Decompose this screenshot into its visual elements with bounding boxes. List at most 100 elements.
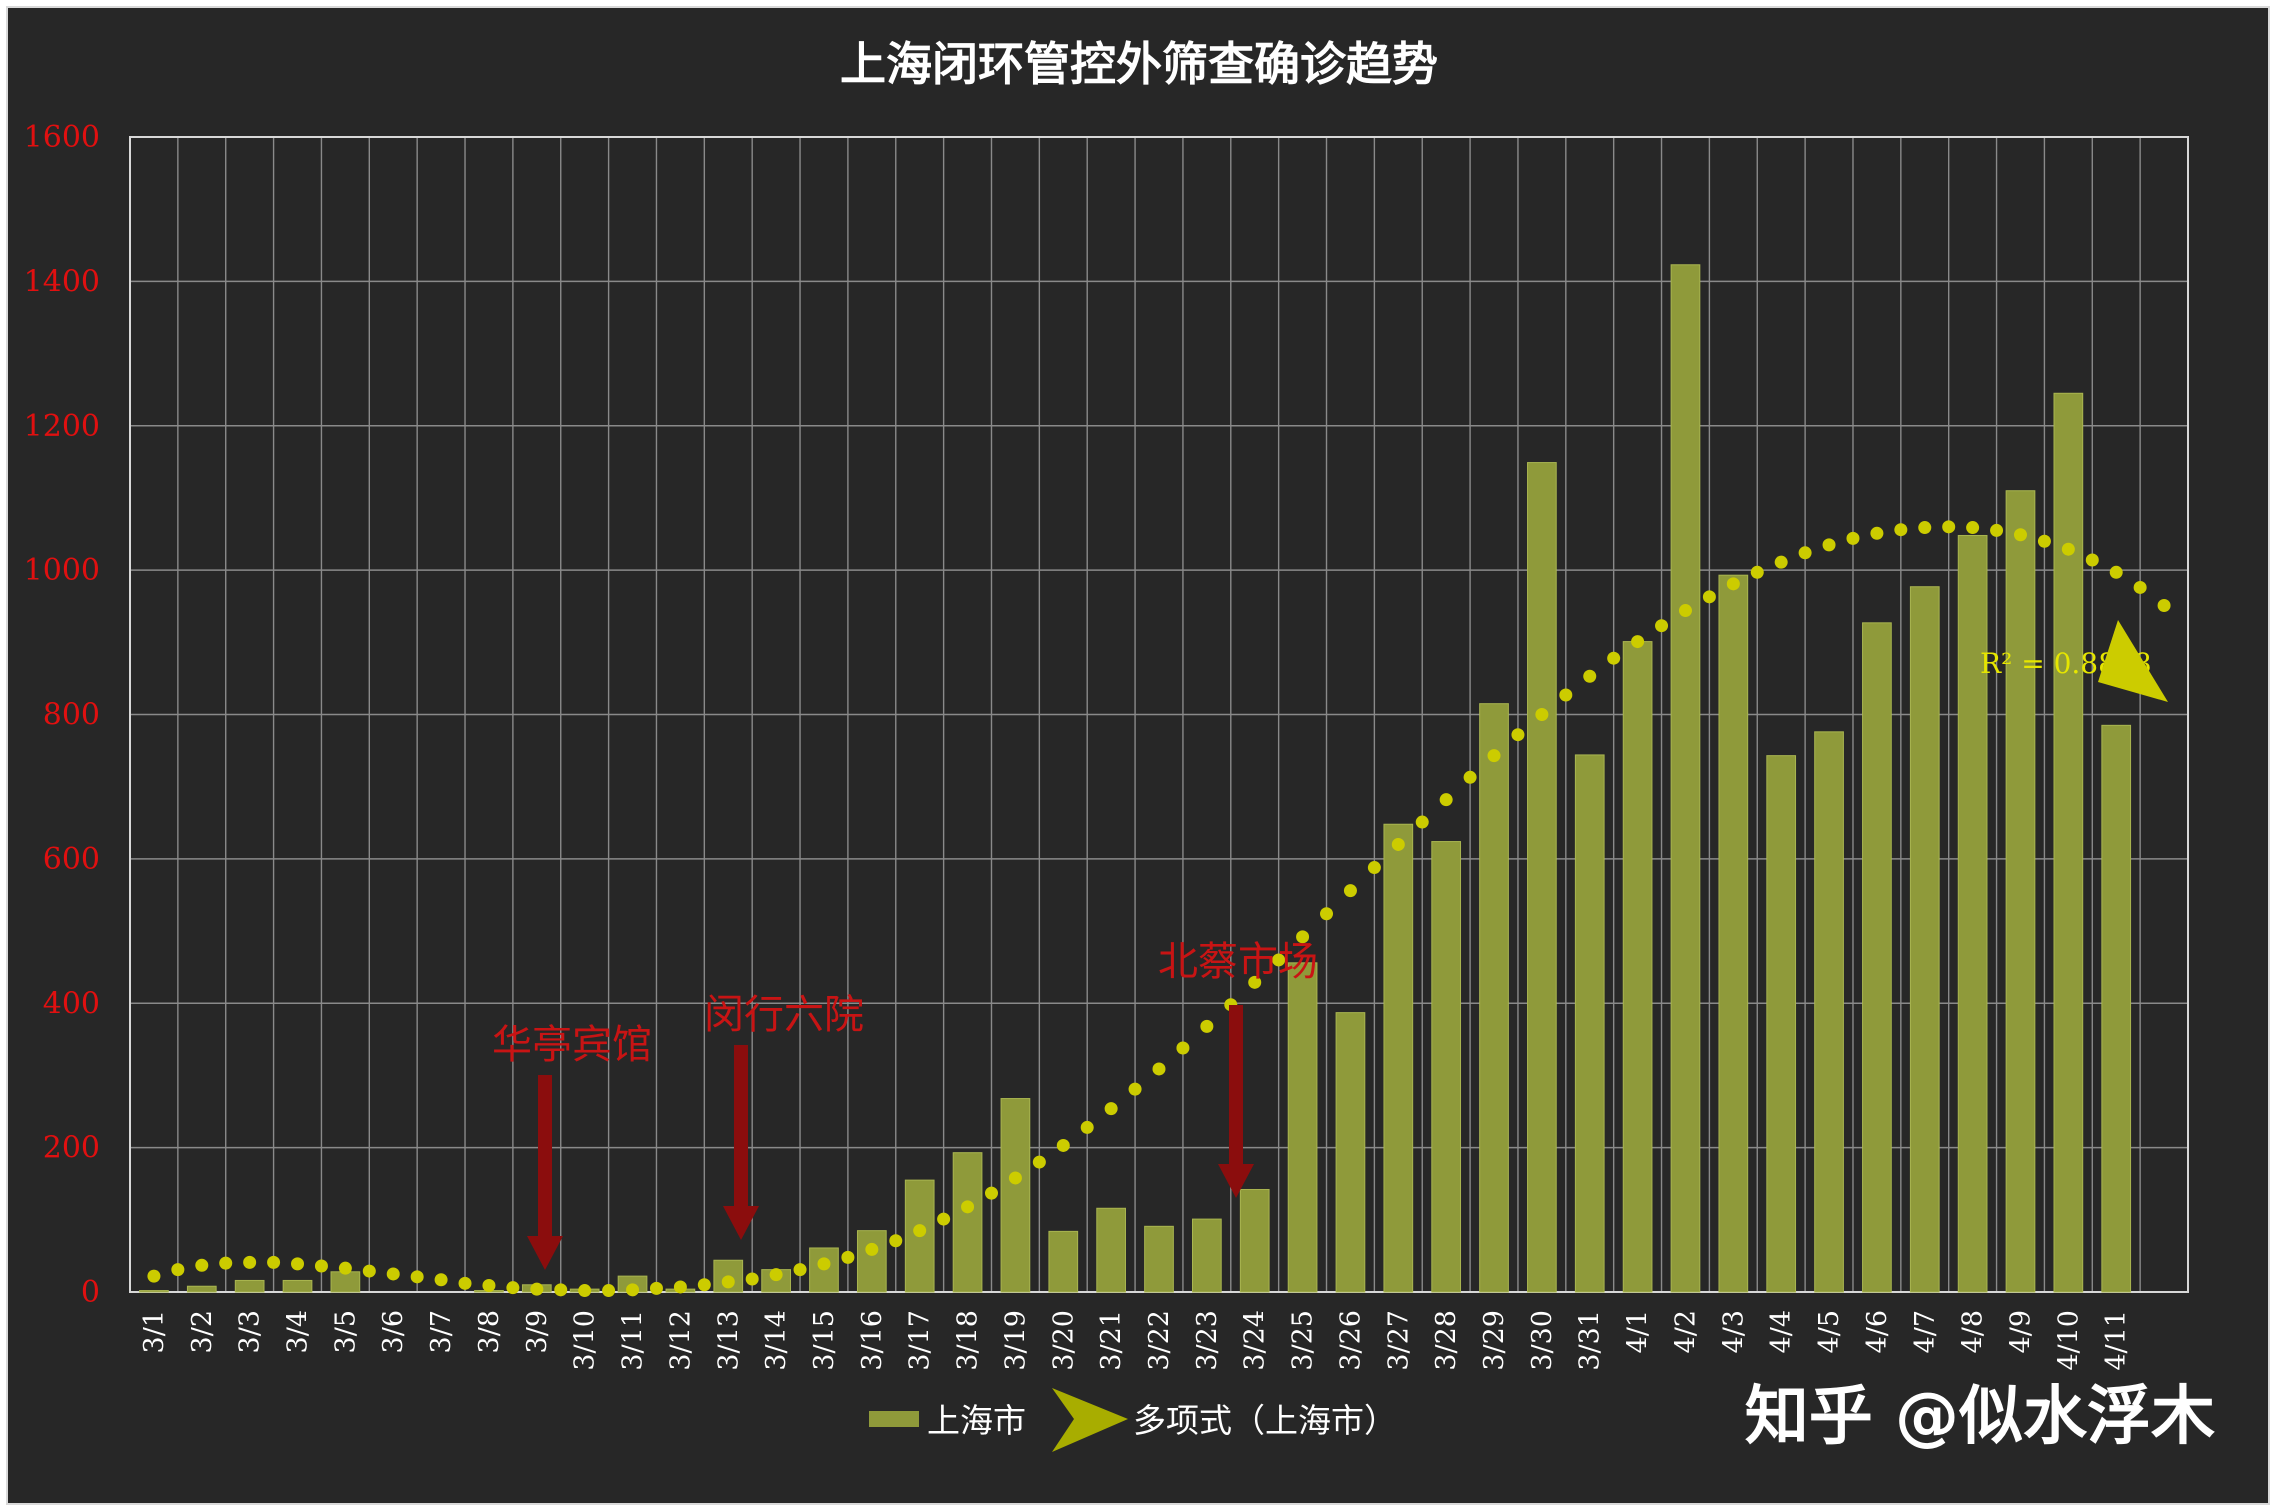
trend-point [1822, 538, 1836, 552]
trend-point [1343, 884, 1357, 898]
x-tick-label: 3/29 [1479, 1310, 1510, 1371]
trend-point [458, 1276, 472, 1290]
bar-3/22 [1144, 1225, 1174, 1293]
trend-point [1607, 651, 1621, 665]
annotation-label: 华亭宾馆 [492, 1022, 652, 1068]
x-tick-label: 4/9 [2005, 1310, 2036, 1353]
annotation-arrow-head [723, 1206, 759, 1240]
x-tick-label: 3/30 [1527, 1310, 1558, 1371]
trend-point [554, 1283, 568, 1297]
trend-point [2133, 580, 2147, 594]
x-tick-label: 3/28 [1431, 1310, 1462, 1371]
bar-3/19 [1000, 1098, 1031, 1293]
trend-point [1032, 1155, 1046, 1169]
bar-4/8 [1957, 534, 1988, 1293]
trend-point [1774, 555, 1788, 569]
trend-point [1367, 861, 1381, 875]
trend-point [1966, 521, 1980, 535]
y-tick-label: 200 [43, 1131, 100, 1166]
chart-title: 上海闭环管控外筛查确诊趋势 [840, 37, 1438, 91]
trend-point [1320, 907, 1334, 921]
x-tick-label: 4/8 [1958, 1310, 1989, 1353]
trend-point [1583, 669, 1597, 683]
x-tick-label: 3/16 [857, 1310, 888, 1371]
trend-point [147, 1269, 161, 1283]
trend-point [267, 1255, 281, 1269]
x-tick-label: 3/19 [1000, 1310, 1031, 1371]
trend-point [769, 1268, 783, 1282]
bar-3/18 [952, 1152, 983, 1293]
bar-3/27 [1383, 823, 1414, 1293]
x-tick-label: 3/26 [1335, 1310, 1366, 1371]
trend-point [817, 1257, 831, 1271]
x-tick-label: 3/25 [1288, 1310, 1319, 1371]
bar-4/11 [2101, 724, 2132, 1293]
trend-point [243, 1255, 257, 1269]
x-tick-label: 3/6 [378, 1310, 409, 1353]
trend-point [1463, 770, 1477, 784]
x-tick-label: 3/24 [1240, 1310, 1271, 1371]
trend-point [673, 1280, 687, 1294]
annotation-label: 闵行六院 [704, 992, 864, 1038]
x-tick-label: 3/20 [1048, 1310, 1079, 1371]
trend-point [1248, 975, 1262, 989]
trend-point [362, 1264, 376, 1278]
y-tick-label: 1400 [24, 264, 100, 299]
trend-point [2013, 528, 2027, 542]
trend-point [793, 1263, 807, 1277]
x-tick-label: 3/8 [474, 1310, 505, 1353]
x-tick-label: 3/14 [761, 1310, 792, 1371]
x-tick-label: 3/31 [1575, 1310, 1606, 1371]
x-tick-label: 3/7 [426, 1310, 457, 1353]
x-tick-label: 4/2 [1670, 1310, 1701, 1353]
grid [129, 136, 2189, 1293]
trend-point [1559, 688, 1573, 702]
bar-3/16 [856, 1230, 887, 1293]
legend: 上海市 多项式（上海市） [869, 1388, 1397, 1452]
y-tick-label: 800 [43, 698, 100, 733]
trend-point [937, 1212, 951, 1226]
trend-point [961, 1200, 975, 1214]
trend-point [626, 1283, 640, 1297]
legend-bar-swatch [869, 1411, 919, 1427]
trend-point [1415, 815, 1429, 829]
trend-point [1631, 635, 1645, 649]
x-tick-label: 3/5 [330, 1310, 361, 1353]
bar-4/4 [1766, 755, 1797, 1293]
y-tick-label: 1000 [24, 553, 100, 588]
legend-trend-label: 多项式（上海市） [1133, 1401, 1397, 1440]
trend-point [1702, 590, 1716, 604]
trend-point [1176, 1041, 1190, 1055]
bar-3/26 [1335, 1012, 1366, 1293]
bar-3/31 [1574, 754, 1605, 1293]
trend-point [1056, 1138, 1070, 1152]
trend-point [530, 1282, 544, 1296]
trend-point [697, 1278, 711, 1292]
trend-point [1942, 520, 1956, 534]
bar-3/21 [1096, 1207, 1126, 1293]
trend-point [506, 1281, 520, 1295]
x-tick-label: 3/4 [283, 1310, 314, 1353]
x-tick-label: 3/21 [1096, 1310, 1127, 1371]
legend-trend-arrow [1052, 1388, 1128, 1452]
x-tick-label: 4/4 [1766, 1310, 1797, 1353]
trend-point [841, 1250, 855, 1264]
trend-point [1918, 521, 1932, 535]
trend-point [649, 1281, 663, 1295]
trend-point [1726, 577, 1740, 591]
trendline [147, 520, 2171, 1298]
trend-point [1152, 1062, 1166, 1076]
y-axis-ticks: 0 200 400 600 800 1000 1200 1400 1600 [24, 120, 100, 1310]
trend-point [1511, 728, 1525, 742]
trend-point [195, 1258, 209, 1272]
trend-point [1678, 604, 1692, 618]
y-tick-label: 600 [43, 842, 100, 877]
trendline-arrowhead [2098, 620, 2168, 702]
trend-point [1200, 1019, 1214, 1033]
y-tick-label: 400 [43, 986, 100, 1021]
trend-point [338, 1261, 352, 1275]
bar-3/23 [1192, 1218, 1222, 1293]
annotation-label: 北蔡市场 [1158, 939, 1318, 985]
bars [139, 264, 2132, 1293]
annotation-arrow-head [1218, 1164, 1254, 1198]
